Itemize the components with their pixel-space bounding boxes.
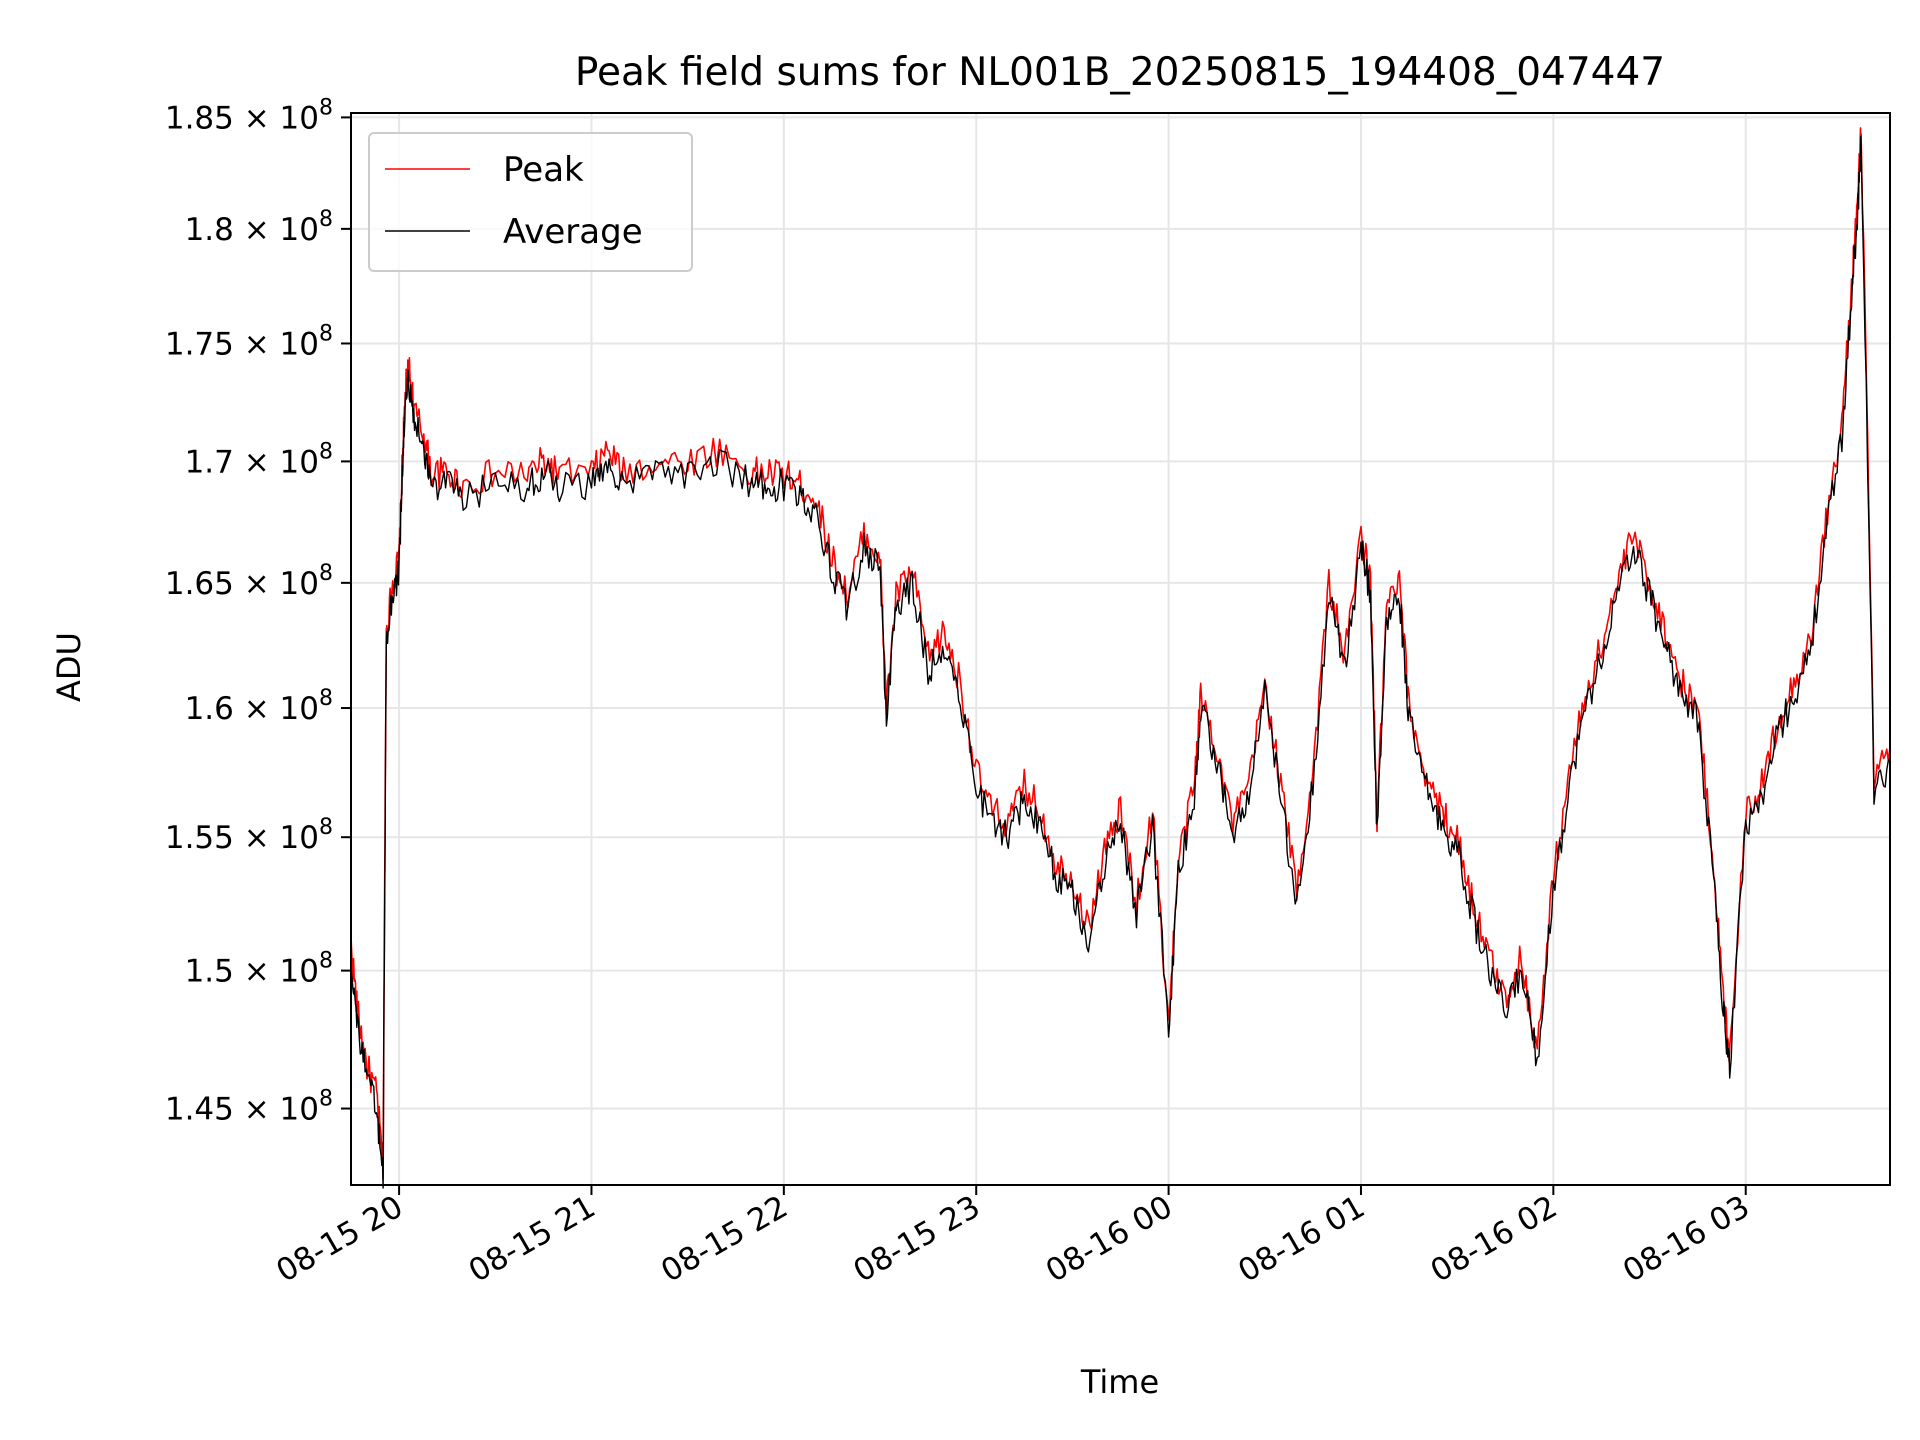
legend-label-average: Average [503, 212, 643, 252]
legend-box [368, 132, 693, 272]
y-tick-label: 1.5 × 108 [185, 949, 333, 990]
grid [351, 113, 1890, 1185]
y-axis-title: ADU [50, 632, 88, 702]
legend-label-peak: Peak [503, 150, 584, 190]
series-lines [350, 127, 1891, 1189]
y-axis: 1.45 × 108 1.5 × 108 1.55 × 108 1.6 × 108 1.… [165, 95, 351, 1128]
y-tick-label: 1.55 × 108 [165, 815, 333, 856]
series-line-peak [350, 127, 1891, 1181]
x-axis-title: Time [1080, 1363, 1159, 1401]
y-tick-label: 1.85 × 108 [165, 95, 333, 136]
series-line-average [350, 135, 1891, 1189]
y-tick-label: 1.8 × 108 [185, 207, 333, 248]
plot-frame [350, 112, 1891, 1186]
y-tick-label: 1.7 × 108 [185, 439, 333, 480]
y-tick-label: 1.6 × 108 [185, 686, 333, 727]
chart-title: Peak field sums for NL001B_20250815_1944… [575, 50, 1665, 95]
y-tick-label: 1.45 × 108 [165, 1087, 333, 1128]
legend: Peak Average [368, 132, 693, 272]
y-tick-label: 1.65 × 108 [165, 561, 333, 602]
y-tick-label: 1.75 × 108 [165, 321, 333, 362]
